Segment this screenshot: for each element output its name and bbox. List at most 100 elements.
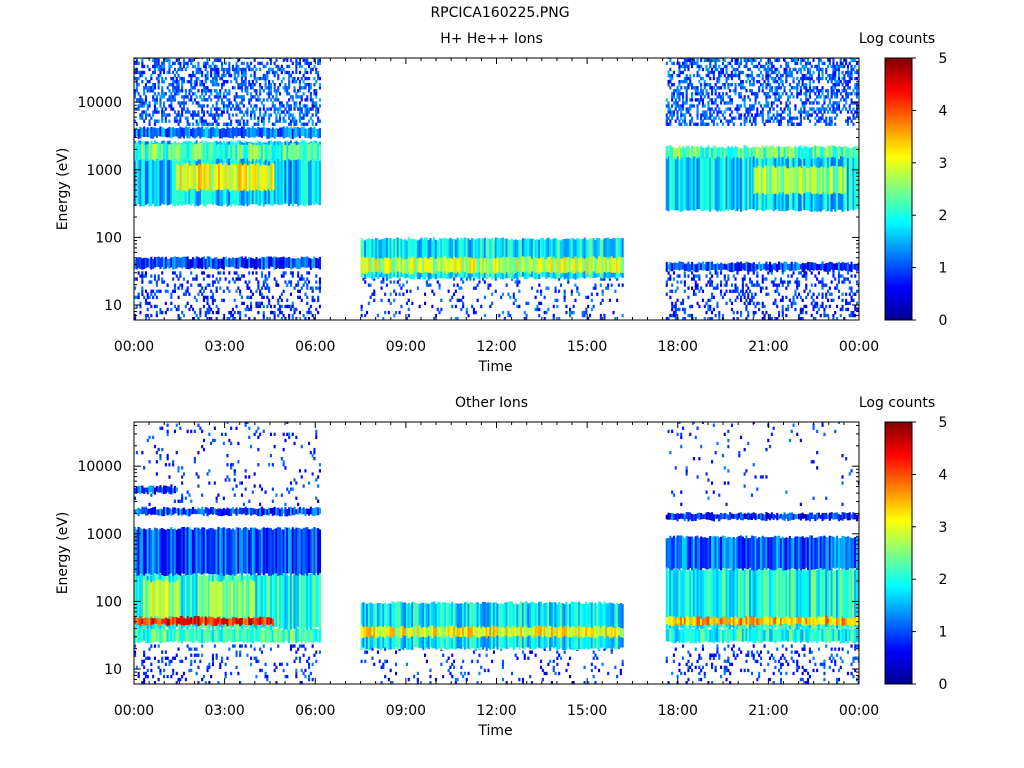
data-cell: [235, 80, 238, 84]
data-cell: [705, 122, 708, 126]
data-cell: [845, 277, 848, 281]
data-cell: [828, 292, 831, 296]
data-cell: [240, 116, 244, 120]
data-cell: [738, 113, 741, 117]
data-band: [280, 257, 283, 269]
data-cell: [199, 289, 202, 293]
data-cell: [288, 110, 291, 114]
data-cell: [248, 64, 251, 69]
data-band: [766, 165, 769, 195]
data-cell: [716, 76, 719, 81]
data-band: [137, 129, 140, 139]
data-band: [467, 257, 470, 274]
data-band: [857, 147, 859, 158]
data-band: [414, 258, 418, 273]
data-cell: [781, 73, 784, 78]
data-cell: [297, 647, 300, 651]
data-cell: [694, 86, 697, 90]
data-cell: [201, 271, 204, 275]
data-cell: [402, 283, 405, 287]
data-cell: [792, 116, 795, 120]
data-cell: [222, 122, 225, 126]
data-cell: [268, 113, 271, 117]
data-cell: [765, 286, 768, 290]
data-cell: [454, 317, 457, 320]
data-band: [264, 257, 267, 269]
data-cell: [181, 101, 184, 105]
data-cell: [360, 304, 363, 309]
data-cell: [264, 64, 267, 69]
data-band: [451, 239, 454, 278]
data-cell: [219, 662, 222, 667]
data-cell: [317, 73, 320, 78]
data-cell: [839, 274, 842, 278]
data-cell: [460, 286, 463, 290]
data-cell: [756, 110, 759, 114]
data-cell: [213, 95, 216, 99]
data-cell: [190, 80, 193, 84]
data-band: [738, 147, 741, 158]
data-cell: [235, 113, 238, 117]
data-cell: [723, 116, 726, 120]
data-cell: [798, 283, 801, 287]
data-cell: [857, 289, 859, 293]
data-cell: [186, 301, 189, 306]
data-cell: [217, 122, 220, 126]
data-cell: [665, 116, 668, 120]
data-cell: [669, 67, 672, 72]
data-cell: [228, 70, 231, 75]
data-cell: [696, 64, 699, 69]
data-cell: [709, 98, 712, 102]
data-cell: [683, 310, 686, 315]
data-cell: [143, 104, 146, 108]
data-band: [306, 256, 309, 268]
data-cell: [295, 67, 298, 72]
data-cell: [275, 681, 278, 684]
data-cell: [150, 289, 153, 293]
data-cell: [846, 67, 850, 72]
data-cell: [671, 76, 674, 81]
data-band: [599, 258, 602, 274]
data-cell: [300, 86, 303, 90]
data-cell: [144, 298, 148, 303]
data-cell: [186, 289, 189, 293]
data-cell: [192, 317, 195, 320]
data-band: [683, 152, 686, 210]
data-cell: [743, 295, 746, 300]
data-cell: [244, 122, 247, 126]
data-cell: [711, 665, 714, 670]
data-cell: [745, 110, 748, 114]
data-cell: [161, 89, 164, 93]
data-band: [796, 166, 799, 194]
data-cell: [743, 274, 746, 278]
data-cell: [291, 317, 294, 320]
data-cell: [832, 76, 835, 81]
data-cell: [727, 656, 730, 660]
data-cell: [774, 298, 777, 303]
data-cell: [819, 304, 822, 309]
data-cell: [716, 122, 719, 126]
data-cell: [801, 83, 804, 87]
data-band: [280, 142, 283, 205]
data-cell: [816, 310, 819, 315]
data-cell: [288, 73, 291, 78]
data-cell: [729, 298, 732, 303]
data-cell: [235, 289, 238, 293]
data-cell: [823, 119, 826, 123]
data-cell: [834, 101, 837, 105]
data-cell: [552, 317, 555, 320]
data-band: [520, 256, 523, 274]
data-cell: [852, 107, 855, 111]
data-cell: [260, 274, 264, 278]
data-cell: [273, 83, 276, 87]
data-cell: [759, 104, 763, 108]
data-cell: [148, 122, 151, 126]
data-cell: [745, 64, 748, 69]
data-cell: [295, 80, 298, 84]
data-cell: [462, 301, 465, 306]
data-cell: [730, 301, 734, 306]
data-band: [775, 168, 778, 194]
data-cell: [714, 58, 717, 63]
data-cell: [315, 113, 318, 117]
data-cell: [736, 67, 739, 72]
